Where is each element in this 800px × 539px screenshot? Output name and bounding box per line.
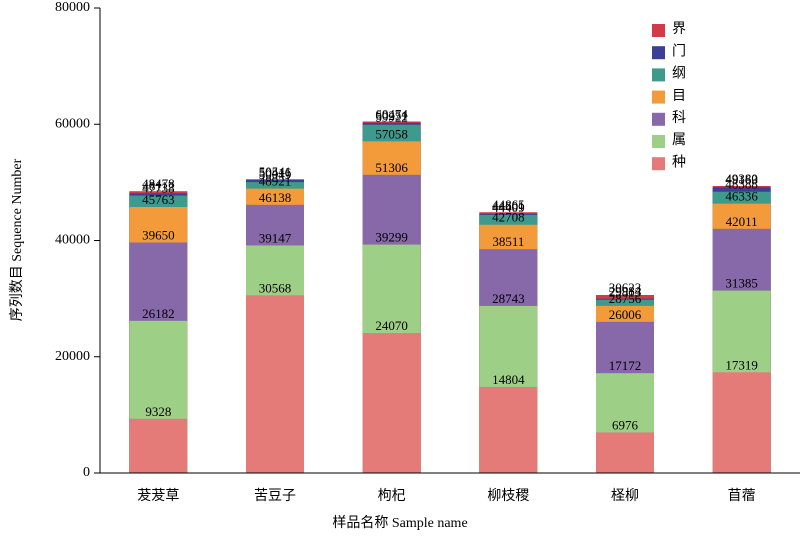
value-label: 44865 [492, 197, 525, 212]
x-tick-label: 柽柳 [611, 487, 639, 504]
value-label: 38511 [492, 234, 524, 249]
value-label: 46138 [259, 190, 292, 205]
value-label: 17319 [725, 357, 758, 372]
value-label: 39147 [259, 230, 292, 245]
y-tick-label: 0 [83, 465, 90, 480]
value-label: 39299 [375, 230, 408, 245]
value-label: 49163 [725, 172, 758, 187]
x-axis-label: 样品名称 Sample name [332, 515, 467, 531]
value-label: 50416 [259, 165, 292, 180]
value-label: 24070 [375, 318, 408, 333]
value-label: 6976 [612, 417, 639, 432]
x-tick-label: 柳枝稷 [487, 487, 529, 504]
legend-swatch [652, 112, 665, 126]
legend-swatch [652, 46, 665, 60]
legend-swatch [652, 24, 665, 37]
bar [479, 386, 538, 473]
legend-swatch [652, 157, 665, 171]
value-label: 48388 [725, 177, 758, 192]
bar [596, 432, 654, 473]
value-label: 42708 [492, 210, 525, 225]
legend-swatch [652, 90, 665, 104]
x-tick-label: 枸杞 [378, 488, 406, 504]
legend-label: 科 [672, 110, 686, 126]
y-axis-label: 序列数目 Sequence Number [9, 158, 25, 321]
x-tick-label: 茇茇草 [137, 488, 179, 504]
value-label: 47738 [142, 181, 175, 196]
value-label: 30623 [609, 280, 642, 295]
value-label: 48478 [142, 176, 175, 191]
legend-label: 种 [672, 154, 686, 170]
value-label: 49380 [725, 171, 758, 186]
legend-label: 界 [672, 22, 686, 37]
value-label: 45763 [142, 192, 175, 207]
value-label: 28743 [492, 291, 525, 306]
value-label: 44601 [492, 199, 525, 214]
bar [712, 372, 771, 473]
x-tick-label: 苜蓿 [728, 487, 756, 504]
value-label: 59922 [375, 110, 408, 125]
legend-label: 门 [672, 43, 686, 59]
legend-swatch [652, 68, 665, 82]
y-tick-label: 80000 [55, 0, 90, 15]
value-label: 31385 [725, 276, 758, 291]
value-label: 26182 [142, 306, 175, 321]
bar [129, 418, 188, 473]
legend-swatch [652, 135, 665, 148]
legend-label: 属 [672, 133, 686, 148]
value-label: 28756 [609, 291, 642, 306]
value-label: 57058 [375, 126, 408, 141]
value-label: 30568 [259, 280, 292, 295]
bar [246, 295, 304, 473]
y-tick-label: 20000 [55, 349, 90, 364]
value-label: 14804 [492, 372, 525, 387]
value-label: 51306 [375, 160, 408, 175]
x-tick-label: 苦豆子 [254, 488, 296, 504]
value-label: 39650 [142, 228, 175, 243]
legend-label: 纲 [672, 66, 686, 82]
value-label: 29984 [609, 284, 642, 299]
value-label: 29813 [609, 285, 642, 300]
bar [362, 333, 421, 473]
y-tick-label: 40000 [55, 233, 90, 248]
value-label: 26006 [609, 307, 642, 322]
y-tick-label: 60000 [55, 116, 90, 131]
value-label: 48921 [259, 174, 292, 189]
value-label: 42011 [726, 214, 758, 229]
value-label: 9328 [145, 404, 171, 419]
legend-label: 目 [672, 89, 686, 104]
value-label: 60251 [375, 108, 408, 123]
value-label: 46336 [725, 189, 758, 204]
value-label: 60474 [375, 106, 408, 121]
value-label: 17172 [609, 358, 642, 373]
value-label: 44409 [492, 200, 525, 215]
value-label: 50541 [259, 164, 292, 179]
value-label: 50049 [259, 167, 292, 182]
value-label: 48112 [142, 178, 174, 193]
